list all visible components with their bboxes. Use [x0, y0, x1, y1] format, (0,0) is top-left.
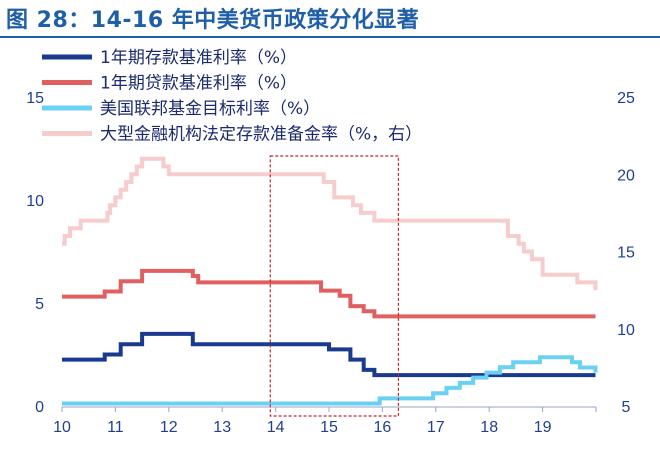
series-line-loan — [62, 268, 596, 319]
chart-series — [62, 156, 598, 406]
y-left-tick-label: 0 — [35, 399, 44, 416]
x-tick-label: 12 — [160, 419, 178, 436]
x-tick-label: 17 — [427, 419, 445, 436]
x-tick-label: 16 — [374, 419, 392, 436]
legend-label: 美国联邦基金目标利率（%） — [100, 99, 320, 119]
title-rule — [0, 36, 660, 38]
chart-legend: 1年期存款基准利率（%） 1年期贷款基准利率（%） 美国联邦基金目标利率（%） 大型金… — [42, 48, 422, 145]
series-line-rrr — [62, 156, 598, 291]
highlight-region — [269, 155, 400, 417]
legend-label: 大型金融机构法定存款准备金率（%，右） — [100, 125, 422, 145]
chart-axes — [61, 406, 597, 412]
x-tick-label: 13 — [213, 419, 231, 436]
x-tick-label: 14 — [267, 419, 285, 436]
y-right-tick-label: 5 — [622, 399, 631, 416]
legend-label: 1年期贷款基准利率（%） — [100, 74, 297, 94]
series-line-fed — [62, 355, 598, 406]
y-left-tick-label: 5 — [35, 296, 44, 313]
highlight-rect — [269, 155, 400, 417]
y-right-tick-label: 10 — [617, 322, 635, 339]
y-right-tick-label: 15 — [617, 245, 635, 262]
x-tick-label: 18 — [480, 419, 498, 436]
y-right-tick-label: 20 — [617, 167, 635, 184]
legend-label: 1年期存款基准利率（%） — [100, 48, 297, 68]
x-tick-label: 10 — [53, 419, 71, 436]
page-title: 图 28：14-16 年中美货币政策分化显著 — [6, 8, 420, 33]
y-left-tick-label: 15 — [26, 90, 44, 107]
chart-ticks: 10 11 12 13 14 15 16 17 18 19 0 5 10 15 5 10 15 20 25 — [26, 90, 635, 436]
x-tick-label: 15 — [320, 419, 338, 436]
y-right-tick-label: 25 — [617, 90, 635, 107]
x-tick-label: 11 — [107, 419, 124, 436]
y-left-tick-label: 10 — [26, 193, 44, 210]
x-tick-label: 19 — [534, 419, 552, 436]
series-line-deposit — [62, 331, 596, 378]
